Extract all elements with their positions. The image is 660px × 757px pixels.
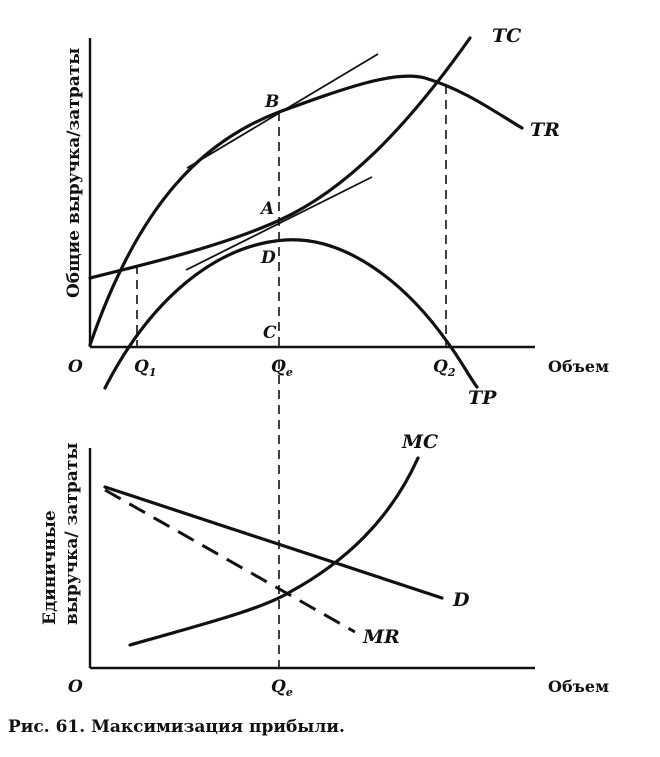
qe-label-top: Qe (271, 357, 293, 379)
mc-label: MC (401, 431, 438, 453)
qe-label-bottom: Qe (271, 677, 293, 699)
point-c-label: C (263, 323, 277, 343)
tr-curve (88, 74, 524, 347)
tc-label: TC (492, 25, 521, 47)
tp-label: TP (468, 387, 497, 409)
figure-caption: Рис. 61. Максимизация прибыли. (8, 717, 345, 737)
bottom-origin-label: O (68, 677, 83, 697)
point-d-label: D (260, 248, 276, 268)
q2-label: Q2 (433, 357, 456, 379)
tr-label: TR (530, 119, 560, 141)
bottom-y-axis-label-line1: Единичные (40, 510, 60, 625)
top-chart: TC TR TP B A D C O Объем Q1 Qe Q2 Общие … (64, 25, 609, 668)
top-x-axis-label: Объем (548, 357, 609, 376)
mr-line (104, 488, 356, 634)
mc-curve (128, 456, 420, 647)
point-b-label: B (264, 92, 279, 112)
bottom-chart: MC D MR O Объем Qe Единичные выручка/ за… (40, 431, 609, 699)
d-curve-label: D (452, 589, 470, 611)
mr-label: MR (362, 626, 400, 648)
tc-curve (88, 36, 472, 280)
top-origin-label: O (68, 357, 83, 377)
bottom-y-axis-label-line2: выручка/ затраты (62, 443, 82, 625)
d-line (103, 485, 444, 600)
tp-curve (103, 238, 479, 390)
top-y-axis-label: Общие выручка/затраты (64, 48, 84, 298)
q1-label: Q1 (134, 357, 156, 379)
bottom-x-axis-label: Объем (548, 677, 609, 696)
point-a-label: A (259, 199, 274, 219)
